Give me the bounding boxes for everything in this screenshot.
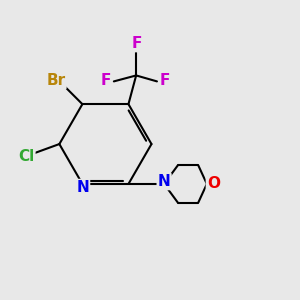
Text: Br: Br	[46, 73, 65, 88]
Text: N: N	[158, 174, 170, 189]
Text: F: F	[160, 73, 170, 88]
Text: F: F	[131, 36, 142, 51]
Text: O: O	[207, 176, 220, 191]
Text: N: N	[76, 180, 89, 195]
Text: F: F	[100, 73, 111, 88]
Text: Cl: Cl	[18, 148, 34, 164]
